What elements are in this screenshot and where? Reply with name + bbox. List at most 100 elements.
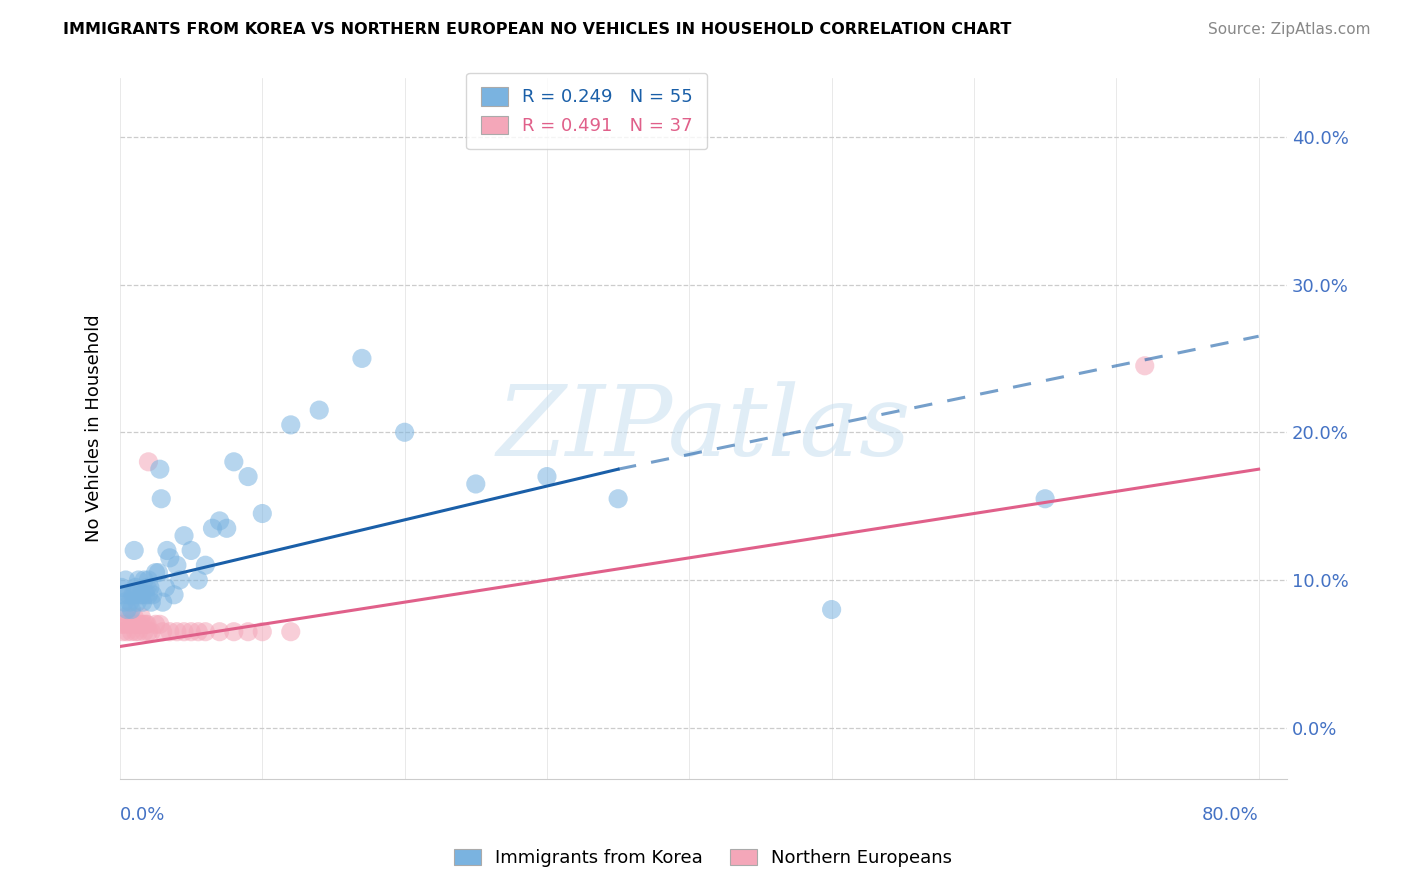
Point — [394, 425, 416, 440]
Point — [187, 573, 209, 587]
Point — [350, 351, 373, 366]
Point — [149, 617, 172, 632]
Point — [125, 595, 148, 609]
Point — [135, 617, 157, 632]
Point — [139, 581, 162, 595]
Point — [222, 624, 245, 639]
Y-axis label: No Vehicles in Household: No Vehicles in Household — [86, 315, 103, 542]
Point — [187, 624, 209, 639]
Point — [111, 588, 134, 602]
Point — [155, 581, 177, 595]
Point — [252, 624, 274, 639]
Point — [215, 521, 238, 535]
Point — [252, 507, 274, 521]
Point — [118, 595, 141, 609]
Point — [114, 573, 136, 587]
Point — [145, 566, 167, 580]
Point — [110, 581, 132, 595]
Point — [134, 624, 156, 639]
Point — [136, 617, 159, 632]
Point — [236, 469, 259, 483]
Point — [194, 624, 217, 639]
Point — [156, 543, 179, 558]
Point — [124, 581, 146, 595]
Point — [138, 573, 160, 587]
Point — [132, 595, 155, 609]
Point — [236, 624, 259, 639]
Point — [122, 610, 145, 624]
Point — [124, 624, 146, 639]
Point — [208, 624, 231, 639]
Point — [132, 617, 155, 632]
Point — [131, 610, 153, 624]
Point — [1133, 359, 1156, 373]
Point — [194, 558, 217, 573]
Point — [180, 624, 202, 639]
Point — [128, 588, 150, 602]
Point — [464, 477, 486, 491]
Point — [1033, 491, 1056, 506]
Point — [150, 491, 173, 506]
Point — [138, 588, 160, 602]
Point — [115, 602, 138, 616]
Point — [121, 588, 143, 602]
Text: 0.0%: 0.0% — [120, 806, 166, 824]
Point — [112, 617, 135, 632]
Point — [222, 455, 245, 469]
Point — [118, 610, 141, 624]
Text: ZIPatlas: ZIPatlas — [496, 381, 911, 476]
Point — [122, 543, 145, 558]
Point — [148, 566, 170, 580]
Point — [607, 491, 630, 506]
Legend: Immigrants from Korea, Northern Europeans: Immigrants from Korea, Northern European… — [446, 841, 960, 874]
Point — [536, 469, 558, 483]
Legend: R = 0.249   N = 55, R = 0.491   N = 37: R = 0.249 N = 55, R = 0.491 N = 37 — [467, 72, 707, 149]
Point — [117, 617, 139, 632]
Point — [138, 455, 160, 469]
Point — [117, 588, 139, 602]
Text: 80.0%: 80.0% — [1202, 806, 1258, 824]
Point — [125, 617, 148, 632]
Point — [152, 624, 174, 639]
Point — [131, 588, 153, 602]
Point — [145, 617, 167, 632]
Point — [201, 521, 224, 535]
Point — [115, 624, 138, 639]
Point — [135, 588, 157, 602]
Point — [208, 514, 231, 528]
Point — [173, 624, 195, 639]
Point — [180, 543, 202, 558]
Point — [134, 573, 156, 587]
Point — [114, 610, 136, 624]
Point — [112, 595, 135, 609]
Point — [127, 573, 149, 587]
Point — [820, 602, 842, 616]
Point — [152, 595, 174, 609]
Point — [120, 602, 142, 616]
Point — [308, 403, 330, 417]
Point — [280, 624, 302, 639]
Point — [141, 624, 163, 639]
Text: Source: ZipAtlas.com: Source: ZipAtlas.com — [1208, 22, 1371, 37]
Point — [142, 588, 165, 602]
Point — [280, 417, 302, 432]
Point — [141, 595, 163, 609]
Point — [110, 617, 132, 632]
Point — [120, 624, 142, 639]
Point — [122, 588, 145, 602]
Point — [121, 617, 143, 632]
Point — [166, 624, 188, 639]
Point — [159, 624, 181, 639]
Point — [111, 624, 134, 639]
Point — [136, 581, 159, 595]
Point — [127, 624, 149, 639]
Point — [159, 550, 181, 565]
Point — [128, 617, 150, 632]
Point — [166, 558, 188, 573]
Point — [173, 529, 195, 543]
Point — [149, 462, 172, 476]
Point — [169, 573, 191, 587]
Text: IMMIGRANTS FROM KOREA VS NORTHERN EUROPEAN NO VEHICLES IN HOUSEHOLD CORRELATION : IMMIGRANTS FROM KOREA VS NORTHERN EUROPE… — [63, 22, 1012, 37]
Point — [138, 624, 160, 639]
Point — [163, 588, 186, 602]
